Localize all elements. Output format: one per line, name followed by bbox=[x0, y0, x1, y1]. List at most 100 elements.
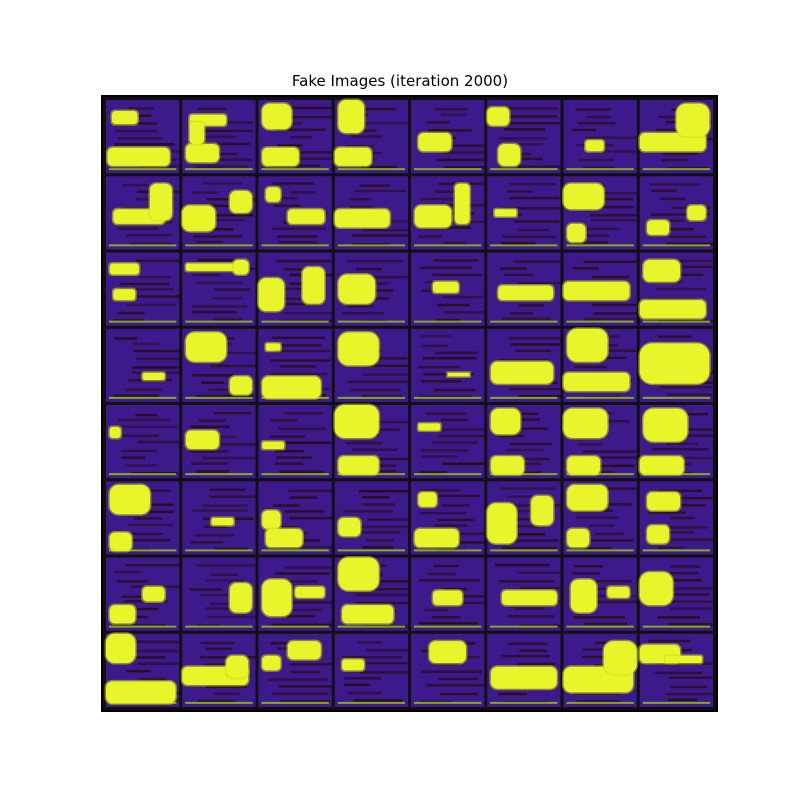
tile-stripe bbox=[138, 275, 172, 279]
tile-stripe bbox=[503, 524, 539, 528]
fake-image-tile bbox=[106, 405, 180, 479]
tile-blob bbox=[418, 492, 437, 507]
tile-stripe bbox=[586, 349, 637, 352]
tile-ground-line bbox=[642, 168, 711, 171]
tile-ground-line bbox=[490, 549, 558, 552]
tile-stripe bbox=[274, 572, 330, 575]
fake-image-tile bbox=[182, 328, 256, 402]
tile-stripe bbox=[588, 197, 634, 201]
tile-ground-line bbox=[413, 701, 482, 704]
tile-stripe bbox=[442, 295, 483, 299]
tile-ground-line bbox=[642, 549, 711, 552]
tile-stripe bbox=[517, 281, 561, 285]
tile-stripe bbox=[517, 662, 556, 666]
fake-image-tile bbox=[487, 557, 561, 631]
fake-image-tile bbox=[487, 252, 561, 326]
tile-stripe bbox=[195, 165, 248, 168]
tile-blob bbox=[494, 209, 517, 217]
tile-blob bbox=[643, 408, 688, 442]
tile-stripe bbox=[436, 158, 485, 162]
tile-blob bbox=[185, 430, 219, 449]
tile-stripe bbox=[198, 419, 226, 422]
tile-blob bbox=[639, 343, 710, 384]
tile-stripe bbox=[579, 443, 604, 446]
tile-ground-line bbox=[261, 320, 329, 323]
tile-stripe bbox=[669, 565, 701, 568]
tile-stripe bbox=[595, 579, 632, 583]
tile-stripe bbox=[344, 677, 382, 680]
tile-stripe bbox=[347, 380, 408, 384]
tile-stripe bbox=[571, 128, 596, 132]
tile-ground-line bbox=[261, 168, 329, 171]
tile-stripe bbox=[342, 655, 403, 659]
tile-stripe bbox=[657, 489, 703, 493]
tile-stripe bbox=[669, 235, 706, 239]
tile-blob bbox=[639, 300, 706, 319]
fake-image-tile bbox=[639, 176, 713, 250]
tile-stripe bbox=[499, 487, 555, 490]
tile-blob bbox=[665, 655, 703, 664]
tile-blob bbox=[265, 528, 303, 548]
tile-ground-line bbox=[261, 625, 329, 628]
tile-stripe bbox=[361, 503, 396, 506]
tile-stripe bbox=[130, 532, 163, 536]
tile-ground-line bbox=[566, 168, 634, 171]
tile-stripe bbox=[514, 220, 560, 223]
tile-stripe bbox=[278, 241, 318, 244]
fake-image-tile bbox=[104, 632, 180, 707]
tile-stripe bbox=[210, 602, 244, 606]
tile-stripe bbox=[127, 303, 177, 307]
tile-stripe bbox=[279, 546, 332, 549]
tile-blob bbox=[676, 103, 710, 137]
tile-stripe bbox=[436, 518, 475, 522]
tile-stripe bbox=[362, 495, 390, 499]
tile-stripe bbox=[655, 671, 703, 675]
tile-stripe bbox=[269, 608, 322, 612]
tile-stripe bbox=[496, 533, 546, 536]
tile-stripe bbox=[669, 676, 713, 679]
tile-ground-line bbox=[108, 244, 177, 247]
tile-stripe bbox=[508, 143, 543, 146]
tile-stripe bbox=[502, 206, 560, 210]
tile-stripe bbox=[513, 260, 561, 263]
tile-stripe bbox=[211, 158, 252, 161]
tile-stripe bbox=[124, 649, 179, 653]
fake-image-tile bbox=[411, 405, 485, 479]
tile-ground-line bbox=[185, 625, 253, 628]
tile-stripe bbox=[202, 456, 256, 460]
tile-stripe bbox=[210, 364, 256, 368]
tile-stripe bbox=[657, 335, 692, 338]
tile-blob bbox=[109, 532, 132, 551]
fake-image-tile bbox=[411, 252, 485, 326]
tile-stripe bbox=[133, 517, 163, 520]
fake-image-tile bbox=[258, 481, 332, 555]
tile-stripe bbox=[506, 448, 544, 452]
tile-stripe bbox=[360, 420, 408, 424]
tile-stripe bbox=[439, 692, 479, 696]
tile-stripe bbox=[134, 295, 180, 298]
tile-stripe bbox=[113, 394, 160, 397]
tile-stripe bbox=[433, 564, 460, 568]
tile-stripe bbox=[427, 129, 472, 132]
tile-stripe bbox=[658, 546, 685, 549]
tile-stripe bbox=[419, 700, 454, 704]
fake-image-tile bbox=[258, 633, 332, 707]
tile-blob bbox=[106, 633, 136, 664]
tile-stripe bbox=[650, 213, 710, 216]
fake-image-tile bbox=[106, 557, 180, 631]
tile-stripe bbox=[419, 511, 467, 515]
tile-stripe bbox=[648, 639, 692, 643]
tile-stripe bbox=[497, 434, 525, 438]
tile-stripe bbox=[431, 615, 461, 619]
tile-stripe bbox=[671, 587, 713, 590]
tile-stripe bbox=[345, 441, 383, 445]
tile-stripe bbox=[192, 273, 220, 277]
tile-ground-line bbox=[642, 320, 711, 323]
tile-stripe bbox=[117, 434, 160, 438]
tile-blob bbox=[607, 586, 630, 598]
tile-stripe bbox=[366, 539, 395, 542]
tile-blob bbox=[498, 143, 521, 166]
tile-ground-line bbox=[413, 625, 482, 628]
tile-stripe bbox=[518, 427, 548, 430]
tile-blob bbox=[302, 267, 325, 304]
